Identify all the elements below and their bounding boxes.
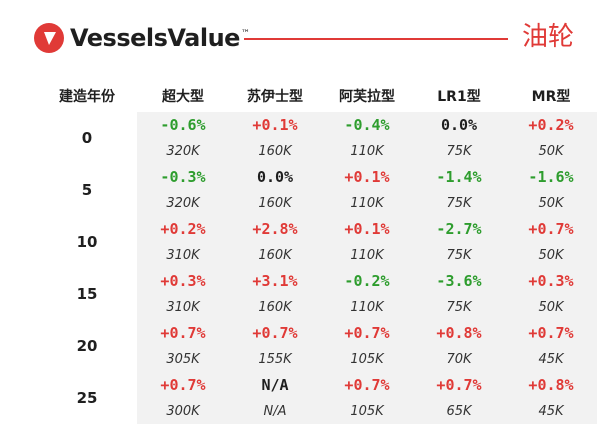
table-header-row: 建造年份 超大型 苏伊士型 阿芙拉型 LR1型 MR型 [37, 80, 597, 112]
change-cell: +0.8% [505, 372, 597, 398]
column-header-lr1: LR1型 [437, 89, 481, 105]
change-cell: +0.7% [321, 320, 413, 346]
value-cell: 110K [321, 190, 413, 216]
change-cell: 0.0% [229, 164, 321, 190]
value-cell: N/A [229, 398, 321, 424]
change-cell: +0.1% [321, 164, 413, 190]
change-cell: +0.7% [505, 320, 597, 346]
table-row-value: 300K N/A 105K 65K 45K [37, 398, 597, 424]
value-cell: 110K [321, 242, 413, 268]
brand-text: VesselsValue [70, 24, 240, 52]
column-header-mr: MR型 [531, 89, 571, 105]
page-title: 油轮 [522, 22, 575, 52]
value-cell: 75K [413, 190, 505, 216]
value-cell: 160K [229, 190, 321, 216]
value-cell: 310K [137, 242, 229, 268]
change-cell: +2.8% [229, 216, 321, 242]
table-row-value: 310K 160K 110K 75K 50K [37, 294, 597, 320]
value-cell: 75K [413, 138, 505, 164]
change-cell: 0.0% [413, 112, 505, 138]
value-cell: 45K [505, 346, 597, 372]
build-year-cell: 0 [37, 112, 137, 164]
value-cell: 75K [413, 294, 505, 320]
change-cell: -0.2% [321, 268, 413, 294]
title-divider [244, 38, 508, 40]
trademark-symbol: ™ [240, 29, 250, 39]
value-cell: 105K [321, 346, 413, 372]
change-cell: -3.6% [413, 268, 505, 294]
build-year-cell: 15 [37, 268, 137, 320]
change-cell: -2.7% [413, 216, 505, 242]
table-body: 0 -0.6% +0.1% -0.4% 0.0% +0.2% 320K 160K 110K 75K… [37, 112, 597, 424]
value-cell: 110K [321, 138, 413, 164]
change-cell: -1.4% [413, 164, 505, 190]
change-cell: +0.7% [321, 372, 413, 398]
change-cell: -0.4% [321, 112, 413, 138]
change-cell: +0.2% [505, 112, 597, 138]
change-cell: +3.1% [229, 268, 321, 294]
value-cell: 160K [229, 242, 321, 268]
value-cell: 160K [229, 138, 321, 164]
column-header-suezmax: 苏伊士型 [247, 89, 303, 105]
build-year-cell: 10 [37, 216, 137, 268]
tanker-value-table: 建造年份 超大型 苏伊士型 阿芙拉型 LR1型 MR型 0 -0.6% +0.1% -… [37, 80, 597, 424]
change-cell: +0.7% [413, 372, 505, 398]
change-cell: -0.6% [137, 112, 229, 138]
column-header-build-year: 建造年份 [59, 89, 115, 105]
change-cell: -1.6% [505, 164, 597, 190]
value-cell: 50K [505, 242, 597, 268]
change-cell: +0.3% [505, 268, 597, 294]
change-cell: +0.7% [137, 372, 229, 398]
change-cell: +0.1% [229, 112, 321, 138]
value-cell: 110K [321, 294, 413, 320]
value-cell: 65K [413, 398, 505, 424]
change-cell: -0.3% [137, 164, 229, 190]
table-row-value: 310K 160K 110K 75K 50K [37, 242, 597, 268]
value-cell: 45K [505, 398, 597, 424]
table-row-value: 320K 160K 110K 75K 50K [37, 190, 597, 216]
change-cell: +0.2% [137, 216, 229, 242]
table-row-change: 25 +0.7% N/A +0.7% +0.7% +0.8% [37, 372, 597, 424]
value-cell: 310K [137, 294, 229, 320]
value-cell: 50K [505, 138, 597, 164]
table-row-change: 5 -0.3% 0.0% +0.1% -1.4% -1.6% [37, 164, 597, 216]
value-cell: 75K [413, 242, 505, 268]
table-row-change: 0 -0.6% +0.1% -0.4% 0.0% +0.2% [37, 112, 597, 164]
change-cell: +0.7% [229, 320, 321, 346]
change-cell: +0.3% [137, 268, 229, 294]
build-year-cell: 5 [37, 164, 137, 216]
header: VesselsValue™ 油轮 [0, 0, 600, 70]
value-cell: 160K [229, 294, 321, 320]
change-cell: +0.8% [413, 320, 505, 346]
value-cell: 305K [137, 346, 229, 372]
table-row-value: 320K 160K 110K 75K 50K [37, 138, 597, 164]
value-cell: 50K [505, 294, 597, 320]
value-cell: 320K [137, 138, 229, 164]
column-header-aframax: 阿芙拉型 [339, 89, 395, 105]
value-cell: 105K [321, 398, 413, 424]
change-cell: +0.1% [321, 216, 413, 242]
change-cell: +0.7% [505, 216, 597, 242]
value-cell: 320K [137, 190, 229, 216]
build-year-cell: 25 [37, 372, 137, 424]
value-cell: 70K [413, 346, 505, 372]
table-row-change: 15 +0.3% +3.1% -0.2% -3.6% +0.3% [37, 268, 597, 320]
table-row-value: 305K 155K 105K 70K 45K [37, 346, 597, 372]
table-row-change: 10 +0.2% +2.8% +0.1% -2.7% +0.7% [37, 216, 597, 268]
column-header-vlcc: 超大型 [162, 89, 204, 105]
build-year-cell: 20 [37, 320, 137, 372]
value-cell: 300K [137, 398, 229, 424]
value-cell: 50K [505, 190, 597, 216]
change-cell: +0.7% [137, 320, 229, 346]
vessels-value-logo-icon [34, 23, 64, 53]
change-cell: N/A [229, 372, 321, 398]
brand-name: VesselsValue™ [70, 22, 250, 54]
value-cell: 155K [229, 346, 321, 372]
table-row-change: 20 +0.7% +0.7% +0.7% +0.8% +0.7% [37, 320, 597, 372]
